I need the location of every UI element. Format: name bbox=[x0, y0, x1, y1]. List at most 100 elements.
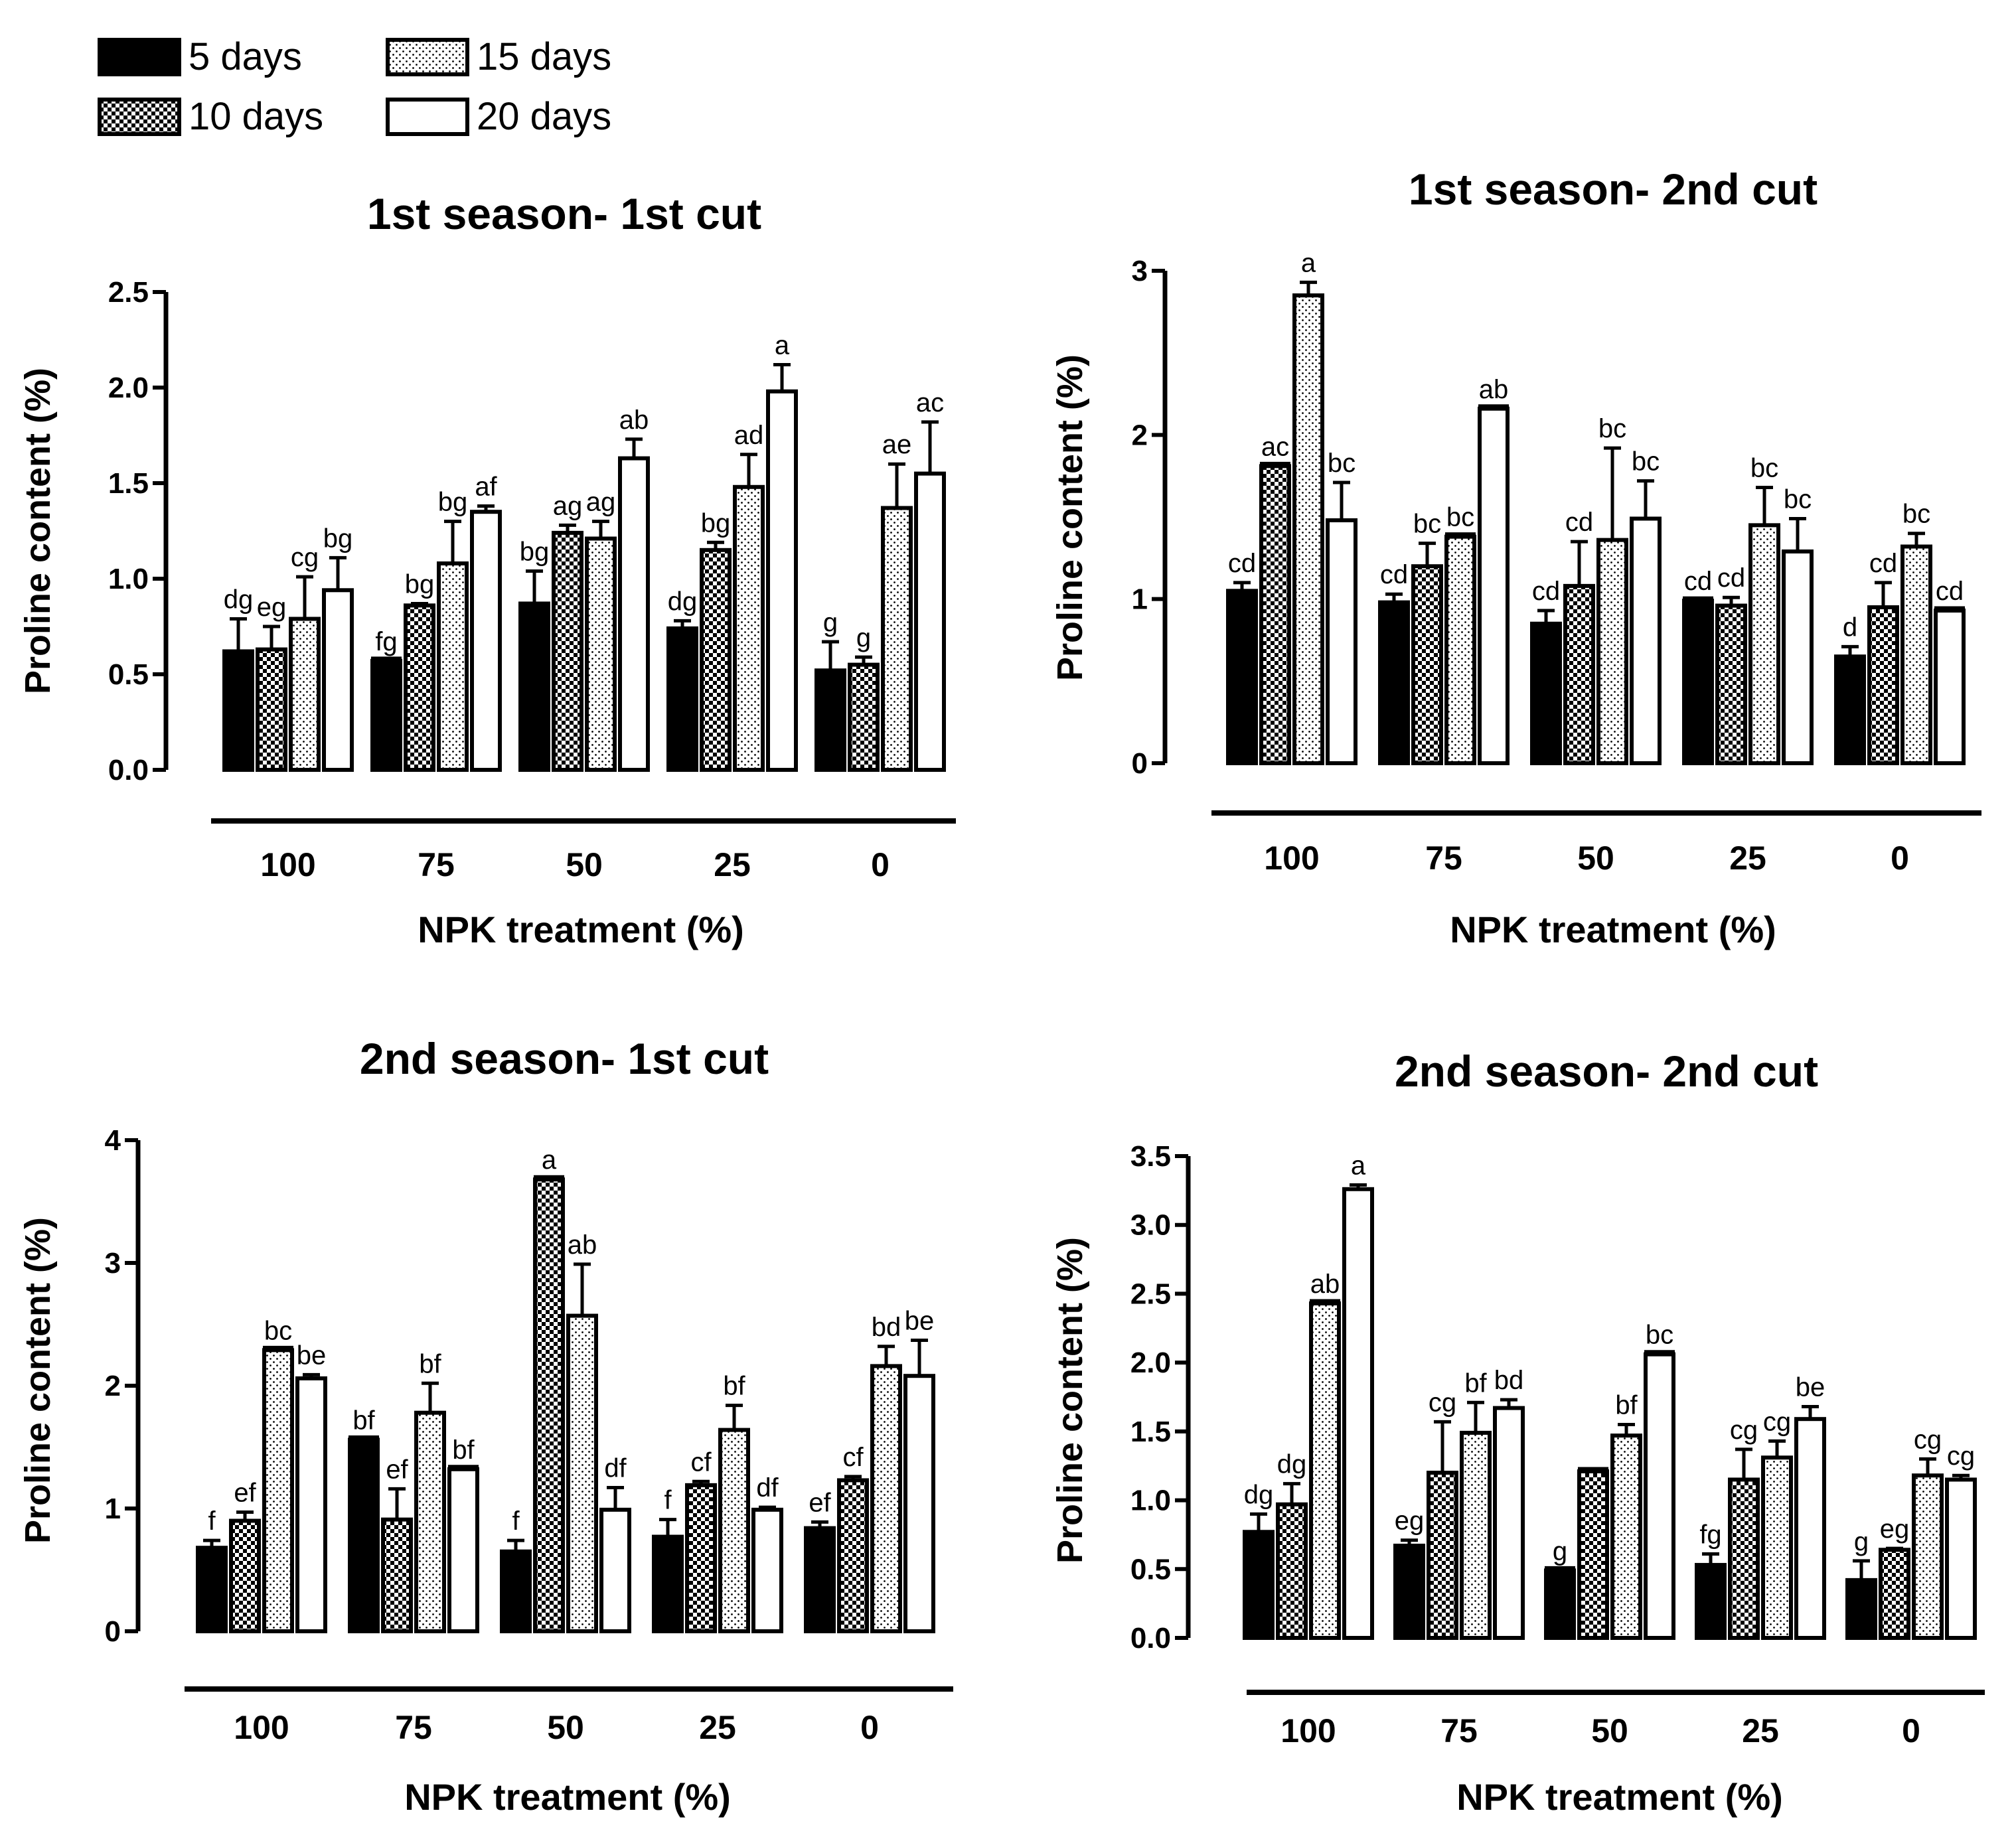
bar bbox=[881, 506, 913, 772]
bar bbox=[256, 647, 287, 772]
significance-label: be bbox=[905, 1307, 935, 1336]
bar bbox=[1544, 1568, 1576, 1641]
legend-label-5-days: 5 days bbox=[189, 35, 302, 78]
y-axis-label: Proline content (%) bbox=[18, 1217, 58, 1544]
significance-label: g bbox=[1553, 1536, 1567, 1566]
bar bbox=[1378, 600, 1410, 766]
bar bbox=[1493, 1406, 1525, 1640]
significance-label: ef bbox=[234, 1479, 256, 1508]
x-tick-label: 50 bbox=[1591, 1712, 1628, 1749]
significance-label: dg bbox=[1244, 1480, 1274, 1509]
legend-swatch-15-days bbox=[386, 38, 469, 76]
legend-item-15-days: 15 days bbox=[386, 35, 611, 78]
y-axis-label: Proline content (%) bbox=[1050, 1237, 1090, 1564]
y-tick-label: 2.5 bbox=[108, 276, 149, 309]
bar bbox=[1610, 1434, 1642, 1641]
y-tick-label: 2.5 bbox=[1130, 1278, 1171, 1310]
y-tick-label: 2.0 bbox=[1130, 1347, 1171, 1379]
significance-label: bd bbox=[872, 1313, 901, 1342]
x-axis-label: NPK treatment (%) bbox=[1450, 909, 1776, 950]
significance-label: fg bbox=[375, 627, 397, 656]
significance-label: bc bbox=[264, 1316, 292, 1345]
bar bbox=[1444, 534, 1476, 765]
x-tick-label: 75 bbox=[395, 1709, 432, 1746]
y-tick-label: 3 bbox=[105, 1247, 121, 1280]
chart-panel-1st-season-1st-cut: 1st season- 1st cut Proline content (%) 0.… bbox=[18, 189, 956, 950]
significance-label: ag bbox=[586, 488, 616, 517]
significance-label: eg bbox=[1395, 1507, 1425, 1536]
bar bbox=[766, 389, 798, 772]
bar bbox=[914, 471, 946, 772]
bar bbox=[404, 603, 435, 772]
significance-label: bc bbox=[1446, 503, 1474, 532]
significance-label: ae bbox=[882, 430, 912, 459]
significance-label: cg bbox=[291, 543, 319, 572]
bar bbox=[1530, 621, 1562, 765]
significance-label: cd bbox=[1565, 508, 1593, 537]
bar bbox=[1563, 583, 1595, 765]
y-tick-label: 0.0 bbox=[1130, 1622, 1171, 1655]
significance-label: af bbox=[475, 473, 497, 502]
significance-label: d bbox=[1843, 613, 1857, 642]
significance-label: eg bbox=[1880, 1514, 1910, 1544]
significance-label: ag bbox=[553, 491, 583, 520]
legend-label-20-days: 20 days bbox=[477, 95, 611, 138]
significance-label: cg bbox=[1429, 1388, 1456, 1417]
bar bbox=[585, 536, 617, 772]
chart-title: 1st season- 1st cut bbox=[367, 189, 761, 238]
x-tick-label: 0 bbox=[1891, 840, 1909, 877]
bar bbox=[1577, 1469, 1609, 1641]
significance-label: cd bbox=[1869, 549, 1897, 578]
bar bbox=[1900, 544, 1932, 766]
significance-label: cg bbox=[1730, 1416, 1758, 1445]
significance-label: bc bbox=[1784, 484, 1812, 514]
legend-item-10-days: 10 days bbox=[98, 95, 323, 138]
x-axis-label: NPK treatment (%) bbox=[404, 1776, 731, 1818]
y-tick-label: 0 bbox=[1132, 747, 1148, 780]
legend-item-20-days: 20 days bbox=[386, 95, 611, 138]
significance-label: cd bbox=[1717, 563, 1745, 593]
y-tick-label: 3.0 bbox=[1130, 1209, 1171, 1242]
bar bbox=[903, 1374, 935, 1633]
y-tick-label: 0.5 bbox=[108, 658, 149, 691]
bar bbox=[381, 1517, 413, 1633]
x-tick-label: 100 bbox=[1264, 840, 1319, 877]
bar bbox=[1596, 538, 1628, 765]
bar bbox=[552, 530, 583, 772]
x-axis-label: NPK treatment (%) bbox=[418, 909, 744, 950]
x-tick-label: 0 bbox=[1902, 1712, 1920, 1749]
significance-label: bf bbox=[452, 1435, 475, 1465]
bar bbox=[814, 668, 846, 772]
significance-label: dg bbox=[224, 585, 254, 614]
x-tick-label: 0 bbox=[860, 1709, 879, 1746]
significance-label: g bbox=[823, 608, 838, 637]
bar bbox=[599, 1507, 631, 1634]
bar bbox=[437, 561, 469, 772]
bar bbox=[1834, 654, 1866, 765]
bar bbox=[500, 1549, 532, 1633]
bar bbox=[1879, 1548, 1910, 1640]
bar bbox=[618, 456, 650, 772]
significance-label: bc bbox=[1328, 449, 1356, 478]
significance-label: cg bbox=[1763, 1407, 1791, 1436]
significance-label: cd bbox=[1684, 567, 1712, 596]
bar bbox=[1715, 603, 1747, 765]
y-tick-label: 2 bbox=[1132, 419, 1148, 451]
significance-label: dg bbox=[1277, 1450, 1307, 1479]
bar bbox=[1845, 1578, 1877, 1640]
y-tick-label: 1.0 bbox=[1130, 1485, 1171, 1517]
x-tick-label: 0 bbox=[871, 846, 890, 883]
significance-label: bc bbox=[1413, 510, 1441, 539]
significance-label: cd bbox=[1532, 577, 1560, 606]
significance-label: a bbox=[1301, 248, 1316, 277]
bar bbox=[1682, 599, 1714, 766]
bar bbox=[1243, 1530, 1275, 1641]
significance-label: fg bbox=[1699, 1520, 1721, 1549]
bar bbox=[1259, 464, 1291, 765]
significance-label: ab bbox=[1479, 375, 1509, 404]
legend-swatch-10-days bbox=[98, 98, 181, 136]
bar bbox=[1644, 1352, 1675, 1640]
significance-label: bg bbox=[520, 537, 550, 566]
x-tick-label: 75 bbox=[1425, 840, 1462, 877]
y-tick-label: 0 bbox=[105, 1615, 121, 1648]
